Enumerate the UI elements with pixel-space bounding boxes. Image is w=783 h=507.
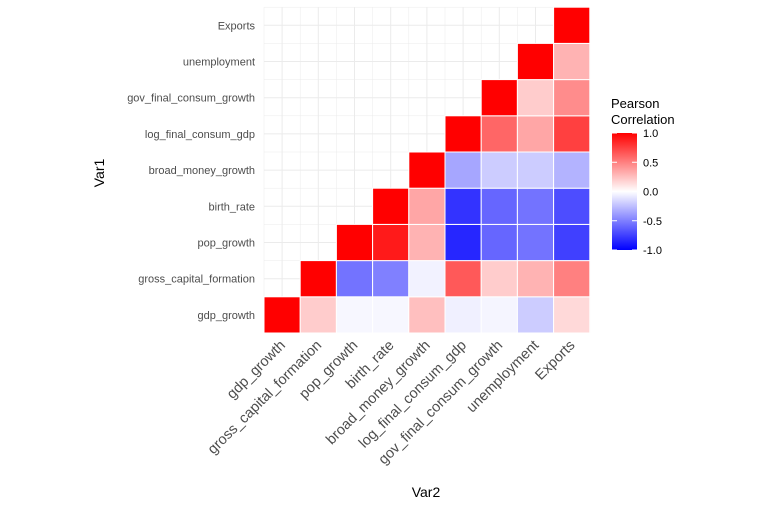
legend-tick-label: 1.0 [643, 128, 658, 140]
legend-tick-label: 0.5 [643, 157, 658, 169]
legend-title-line-1: Pearson [611, 96, 659, 111]
x-axis-tick-labels: gdp_growthgross_capital_formationpop_gro… [205, 338, 579, 468]
heatmap-cell-unemployment-Exports [553, 42, 591, 81]
heatmap-cell-gross_capital_formation-gov_final_consum_growth [480, 260, 518, 298]
y-tick-label-gross_capital_formation: gross_capital_formation [138, 274, 255, 286]
y-axis-tick-labels: gdp_growth gross_capital_formation pop_gro… [127, 20, 255, 322]
y-tick-label-unemployment: unemployment [183, 57, 255, 69]
heatmap-cell-broad_money_growth-broad_money_growth [408, 151, 446, 189]
heatmap-cell-gov_final_consum_growth-Exports [553, 79, 591, 117]
heatmap-cell-gross_capital_formation-log_final_consum_gdp [444, 260, 482, 298]
heatmap-cell-log_final_consum_gdp-log_final_consum_gdp [444, 115, 482, 153]
x-axis-title: Var2 [412, 484, 441, 500]
heatmap-cell-birth_rate-log_final_consum_gdp [444, 187, 482, 225]
heatmap-cell-gdp_growth-gross_capital_formation [299, 296, 337, 334]
heatmap-cell-pop_growth-birth_rate [372, 223, 410, 262]
heatmap-cell-broad_money_growth-log_final_consum_gdp [444, 151, 482, 189]
x-tick-label-Exports: Exports [532, 338, 578, 384]
heatmap-cell-pop_growth-pop_growth [335, 223, 374, 262]
heatmap-cell-gdp_growth-pop_growth [335, 296, 374, 334]
heatmap-cell-birth_rate-Exports [553, 187, 591, 225]
heatmap-cell-Exports-Exports [553, 6, 591, 44]
heatmap-cell-log_final_consum_gdp-Exports [553, 115, 591, 153]
heatmap-cell-gov_final_consum_growth-gov_final_consum_growth [480, 79, 518, 117]
heatmap-cell-gross_capital_formation-gross_capital_formation [299, 260, 337, 298]
legend-tick-label: -1.0 [643, 245, 662, 257]
y-tick-label-gdp_growth: gdp_growth [198, 310, 256, 322]
color-legend: Pearson Correlation 1.0 0.5 0.0 -0.5 -1.0 [611, 96, 675, 257]
heatmap-cell-pop_growth-gov_final_consum_growth [480, 223, 518, 262]
heatmap-cell-gdp_growth-log_final_consum_gdp [444, 296, 482, 334]
legend-ticks: 1.0 0.5 0.0 -0.5 -1.0 [612, 128, 662, 257]
y-tick-label-broad_money_growth: broad_money_growth [149, 165, 255, 177]
y-tick-label-birth_rate: birth_rate [209, 201, 255, 213]
legend-title-line-2: Correlation [611, 112, 675, 127]
legend-tick-label: 0.0 [643, 187, 658, 199]
heatmap-cell-pop_growth-log_final_consum_gdp [444, 223, 482, 262]
heatmap-cell-gdp_growth-unemployment [516, 296, 555, 334]
heatmap-cell-gdp_growth-gov_final_consum_growth [480, 296, 518, 334]
heatmap-cell-log_final_consum_gdp-gov_final_consum_growth [480, 115, 518, 153]
heatmap-cell-birth_rate-broad_money_growth [408, 187, 446, 225]
heatmap-cell-gross_capital_formation-broad_money_growth [408, 260, 446, 298]
heatmap-cell-gdp_growth-birth_rate [372, 296, 410, 334]
heatmap-cell-gdp_growth-Exports [553, 296, 591, 334]
y-tick-label-log_final_consum_gdp: log_final_consum_gdp [145, 129, 255, 141]
heatmap-cell-broad_money_growth-unemployment [516, 151, 555, 189]
heatmap-cell-broad_money_growth-gov_final_consum_growth [480, 151, 518, 189]
y-tick-label-pop_growth: pop_growth [198, 238, 256, 250]
heatmap-cell-gross_capital_formation-Exports [553, 260, 591, 298]
heatmap-cell-unemployment-unemployment [516, 42, 555, 81]
heatmap-cell-gdp_growth-broad_money_growth [408, 296, 446, 334]
heatmap-cell-gross_capital_formation-birth_rate [372, 260, 410, 298]
heatmap-cell-broad_money_growth-Exports [553, 151, 591, 189]
heatmap-cell-log_final_consum_gdp-unemployment [516, 115, 555, 153]
heatmap-cell-birth_rate-gov_final_consum_growth [480, 187, 518, 225]
heatmap-cells [263, 6, 591, 334]
heatmap-cell-pop_growth-Exports [553, 223, 591, 262]
heatmap-cell-birth_rate-unemployment [516, 187, 555, 225]
y-tick-label-Exports: Exports [218, 20, 256, 32]
heatmap-cell-birth_rate-birth_rate [372, 187, 410, 225]
heatmap-cell-pop_growth-unemployment [516, 223, 555, 262]
y-tick-label-gov_final_consum_growth: gov_final_consum_growth [127, 93, 255, 105]
heatmap-cell-gross_capital_formation-unemployment [516, 260, 555, 298]
heatmap-cell-gov_final_consum_growth-unemployment [516, 79, 555, 117]
heatmap-cell-gross_capital_formation-pop_growth [335, 260, 374, 298]
heatmap-cell-gdp_growth-gdp_growth [263, 296, 301, 334]
heatmap-cell-pop_growth-broad_money_growth [408, 223, 446, 262]
y-axis-title: Var1 [91, 159, 107, 188]
legend-tick-label: -0.5 [643, 216, 662, 228]
